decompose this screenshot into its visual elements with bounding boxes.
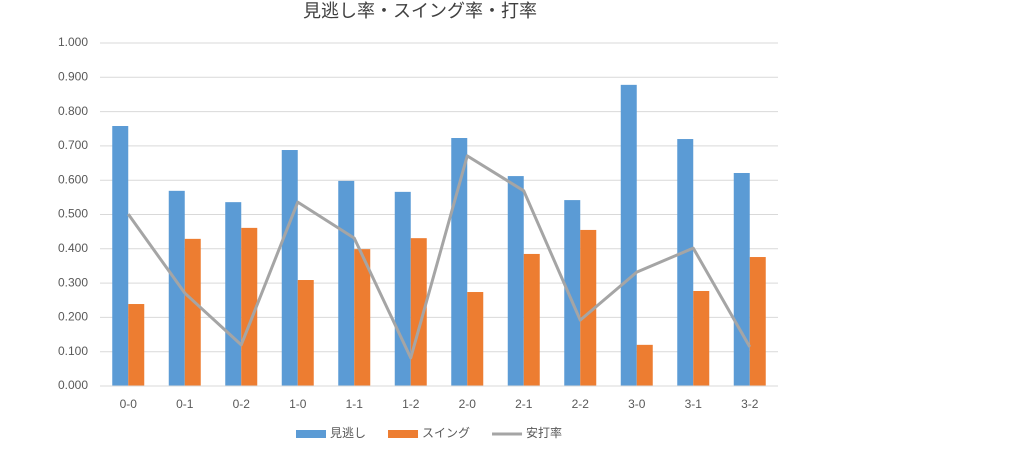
bar — [451, 138, 468, 386]
bar — [297, 280, 314, 386]
bar — [394, 191, 411, 386]
y-tick-label: 0.600 — [58, 172, 88, 186]
bar — [733, 172, 750, 386]
bar — [636, 344, 653, 386]
bar — [467, 292, 484, 386]
x-tick-label: 3-1 — [685, 397, 703, 411]
x-tick-label: 2-0 — [459, 397, 477, 411]
bar — [128, 304, 145, 386]
y-tick-label: 0.700 — [58, 138, 88, 152]
bar — [112, 126, 129, 387]
x-tick-label: 0-2 — [233, 397, 251, 411]
chart-title: 見逃し率・スイング率・打率 — [303, 1, 537, 21]
bar — [749, 257, 766, 386]
bar — [184, 238, 201, 386]
bar — [168, 190, 185, 386]
y-tick-label: 0.500 — [58, 207, 88, 221]
x-tick-label: 0-0 — [120, 397, 138, 411]
y-tick-label: 0.100 — [58, 344, 88, 358]
x-tick-label: 2-2 — [572, 397, 590, 411]
bar — [241, 227, 258, 386]
y-tick-label: 0.000 — [58, 378, 88, 392]
y-tick-label: 0.400 — [58, 241, 88, 255]
bar — [677, 139, 694, 386]
x-tick-label: 0-1 — [176, 397, 194, 411]
legend-swatch — [296, 430, 326, 438]
legend-label: 安打率 — [526, 425, 562, 440]
y-tick-label: 1.000 — [58, 35, 88, 49]
bar — [564, 200, 581, 386]
bar — [338, 180, 355, 386]
bar — [620, 84, 637, 386]
bar — [580, 229, 597, 386]
bar — [507, 176, 524, 386]
bar — [354, 249, 371, 386]
bar — [225, 202, 242, 386]
x-tick-label: 1-1 — [346, 397, 364, 411]
y-tick-label: 0.200 — [58, 310, 88, 324]
y-tick-label: 0.300 — [58, 275, 88, 289]
x-tick-label: 1-0 — [289, 397, 307, 411]
x-tick-label: 1-2 — [402, 397, 420, 411]
bar — [523, 253, 540, 386]
y-tick-label: 0.900 — [58, 69, 88, 83]
x-tick-label: 3-2 — [741, 397, 759, 411]
line — [127, 154, 752, 360]
bar — [281, 150, 298, 386]
x-tick-label: 3-0 — [628, 397, 646, 411]
bar — [693, 290, 710, 386]
x-tick-label: 2-1 — [515, 397, 533, 411]
legend-label: 見逃し — [330, 426, 366, 440]
legend-swatch — [388, 430, 419, 438]
legend-label: スイング — [422, 426, 470, 440]
y-tick-label: 0.800 — [58, 104, 88, 118]
